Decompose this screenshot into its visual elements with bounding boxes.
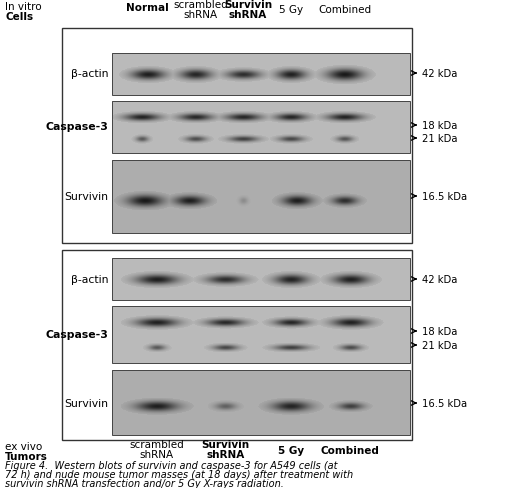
Text: shRNA: shRNA [139, 449, 174, 459]
Bar [62, 29, 412, 244]
Text: 21 kDa: 21 kDa [422, 340, 457, 350]
Text: Survivin: Survivin [64, 192, 108, 202]
Text: scrambled: scrambled [173, 0, 228, 10]
Text: Normal: Normal [126, 3, 169, 13]
Text: 5 Gy: 5 Gy [279, 5, 303, 15]
Text: Survivin: Survivin [64, 398, 108, 408]
Bar [112, 161, 410, 234]
Text: shRNA: shRNA [206, 449, 244, 459]
Text: shRNA: shRNA [229, 10, 267, 20]
Text: Caspase-3: Caspase-3 [45, 122, 108, 132]
Text: 72 h) and nude mouse tumor masses (at 18 days) after treatment with: 72 h) and nude mouse tumor masses (at 18… [5, 469, 353, 479]
Text: 16.5 kDa: 16.5 kDa [422, 192, 467, 202]
Bar [112, 306, 410, 363]
Text: Caspase-3: Caspase-3 [45, 329, 108, 339]
Bar [112, 54, 410, 96]
Text: 5 Gy: 5 Gy [278, 445, 304, 455]
Text: Survivin: Survivin [201, 439, 249, 449]
Bar [112, 102, 410, 154]
Text: 18 kDa: 18 kDa [422, 326, 457, 336]
Text: Figure 4.  Western blots of survivin and caspase-3 for A549 cells (at: Figure 4. Western blots of survivin and … [5, 460, 337, 470]
Text: 16.5 kDa: 16.5 kDa [422, 398, 467, 408]
Text: Tumors: Tumors [5, 451, 48, 461]
Bar [112, 259, 410, 301]
Text: In vitro: In vitro [5, 2, 41, 12]
Text: β-actin: β-actin [71, 274, 108, 285]
Text: ex vivo: ex vivo [5, 441, 42, 451]
Text: 42 kDa: 42 kDa [422, 274, 457, 285]
Text: β-actin: β-actin [71, 69, 108, 79]
Text: 42 kDa: 42 kDa [422, 69, 457, 79]
Text: scrambled: scrambled [129, 439, 184, 449]
Bar [112, 370, 410, 435]
Text: Survivin: Survivin [224, 0, 272, 10]
Text: 21 kDa: 21 kDa [422, 134, 457, 143]
Text: 18 kDa: 18 kDa [422, 121, 457, 131]
Text: survivin shRNA transfection and/or 5 Gy X-rays radiation.: survivin shRNA transfection and/or 5 Gy … [5, 478, 284, 488]
Text: Combined: Combined [321, 445, 380, 455]
Text: Combined: Combined [318, 5, 371, 15]
Bar [62, 250, 412, 440]
Text: shRNA: shRNA [183, 10, 217, 20]
Text: Cells: Cells [5, 12, 33, 22]
